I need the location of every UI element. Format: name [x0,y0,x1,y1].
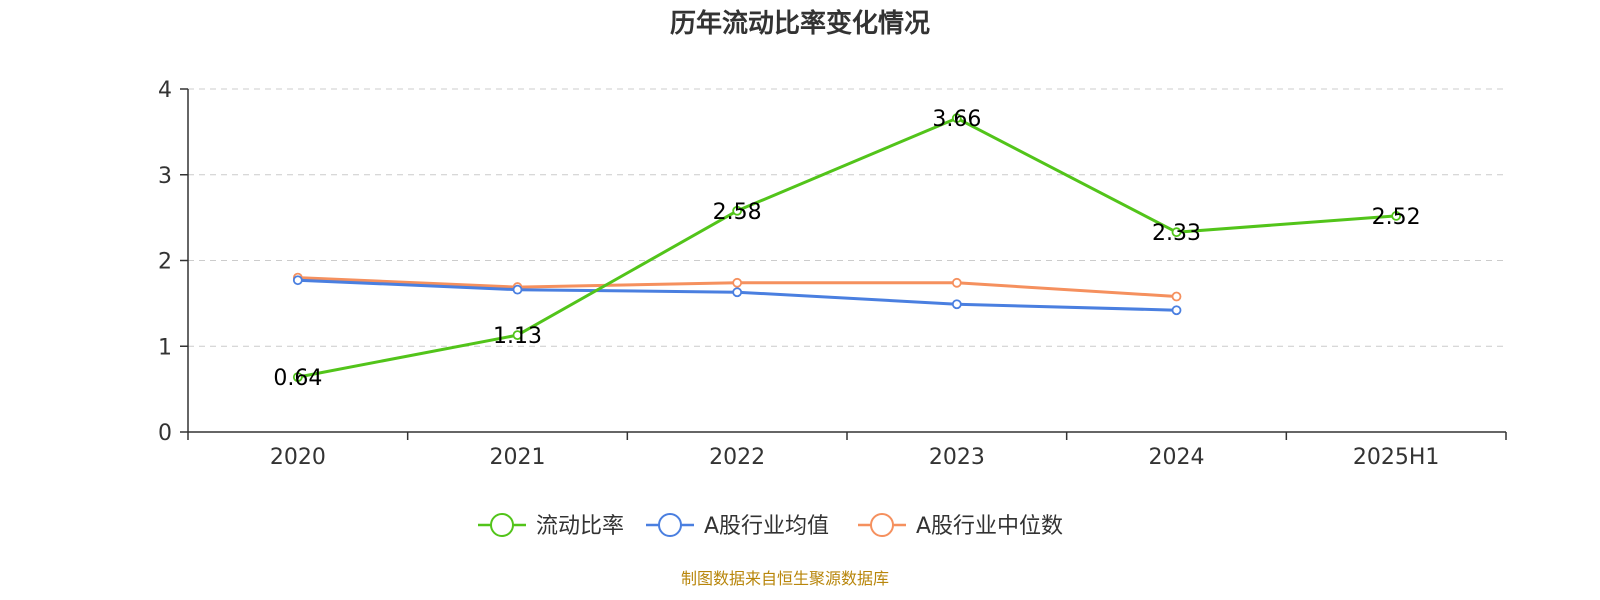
legend-item-2[interactable]: A股行业中位数 [858,513,1063,539]
data-point[interactable] [512,284,523,295]
x-tick-label: 2024 [1149,445,1205,470]
legend-item-0[interactable]: 流动比率 [478,513,624,539]
data-point[interactable] [951,299,962,310]
axes: 0 1 2 3 4 2020 2021 2022 2023 2024 2025H1 [158,78,1507,470]
data-point[interactable] [732,277,743,288]
x-tick-label: 2023 [929,445,985,470]
data-label: 2.52 [1372,205,1421,230]
x-tick-label: 2020 [270,445,326,470]
data-point[interactable] [1391,211,1402,221]
series-points [292,113,1402,383]
data-label: 3.66 [932,107,981,132]
y-tick-label: 0 [158,421,172,446]
y-tick-label: 4 [158,78,172,103]
data-label: 2.33 [1152,221,1201,246]
data-label: 2.58 [713,200,762,225]
data-point[interactable] [951,113,962,124]
data-point[interactable] [1171,305,1182,316]
data-point[interactable] [1171,227,1182,238]
y-tick-label: 3 [158,164,172,189]
y-tick-label: 1 [158,335,172,360]
legend-label: A股行业中位数 [916,514,1063,539]
data-point[interactable] [512,330,523,341]
data-labels: 0.64 1.13 2.58 3.66 2.33 2.52 [273,107,1420,391]
legend-marker-icon [870,513,894,537]
data-label: 0.64 [273,366,322,391]
data-label: 1.13 [493,324,542,349]
legend-marker-icon [490,513,514,537]
data-point[interactable] [732,205,743,216]
x-tick-label: 2021 [490,445,546,470]
x-tick-label: 2022 [709,445,765,470]
legend-label: 流动比率 [536,514,624,539]
data-point[interactable] [292,372,303,383]
legend-item-1[interactable]: A股行业均值 [646,513,829,539]
source-note: 制图数据来自恒生聚源数据库 [681,569,889,588]
series-line-0 [297,116,1397,379]
legend[interactable]: 流动比率 A股行业均值 A股行业中位数 [478,513,1063,539]
data-point[interactable] [1171,291,1182,302]
data-point[interactable] [732,287,743,298]
legend-label: A股行业均值 [704,514,829,539]
data-point[interactable] [292,275,303,286]
data-point[interactable] [951,277,962,288]
legend-marker-icon [658,513,682,537]
grid-lines [188,88,1506,347]
y-tick-label: 2 [158,250,172,275]
x-tick-label: 2025H1 [1353,445,1440,470]
series-lines [297,116,1397,379]
chart-title: 历年流动比率变化情况 [670,8,930,39]
